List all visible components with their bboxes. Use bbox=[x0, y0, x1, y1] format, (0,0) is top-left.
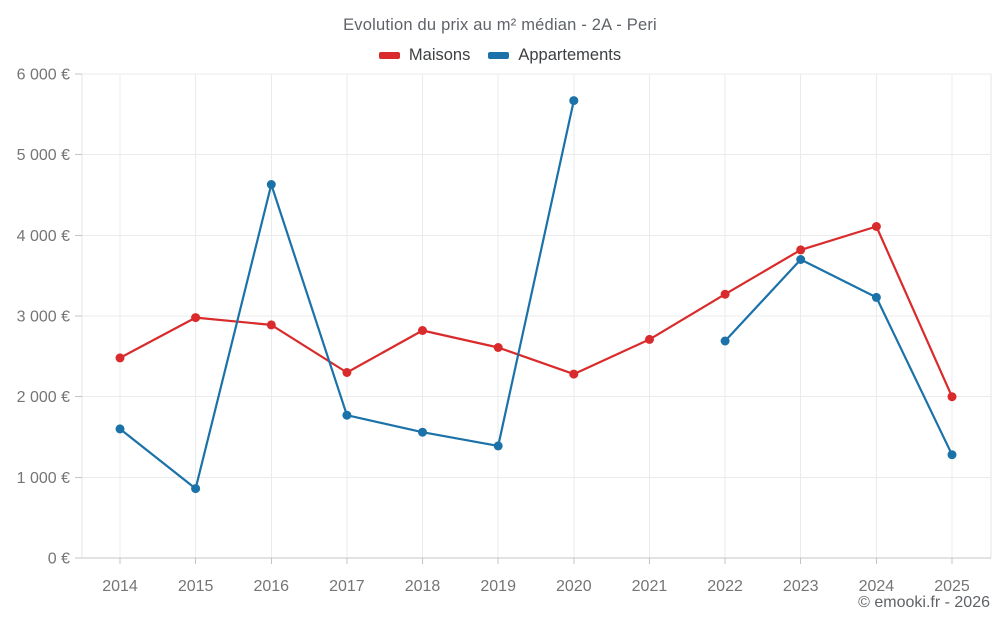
data-point-maisons-2022 bbox=[720, 289, 730, 299]
series-line-appartements bbox=[118, 99, 954, 490]
x-axis-labels: 2014 2015 2016 2017 2018 2019 2020 2021 2022 2023… bbox=[102, 578, 970, 595]
x-tick-label: 2018 bbox=[405, 578, 441, 595]
legend-label-maisons: Maisons bbox=[408, 46, 471, 64]
data-point-maisons-2017 bbox=[342, 368, 352, 377]
x-tick-label: 2021 bbox=[632, 578, 668, 595]
footer-credit: © emooki.fr - 2026 bbox=[858, 594, 990, 611]
y-tick-label: 3 000 € bbox=[17, 309, 70, 326]
data-point-appartements-2015 bbox=[191, 484, 201, 494]
y-tick-label: 0 € bbox=[48, 551, 70, 568]
series-line-maisons bbox=[118, 225, 954, 398]
data-point-maisons-2024 bbox=[871, 222, 881, 231]
x-tick-label: 2024 bbox=[859, 578, 895, 595]
y-tick-label: 5 000 € bbox=[17, 147, 70, 164]
x-tick-label: 2017 bbox=[329, 578, 365, 595]
y-tick-label: 6 000 € bbox=[17, 67, 70, 84]
legend-label-appartements: Appartements bbox=[518, 46, 622, 64]
legend-item-appartements: Appartements bbox=[488, 46, 621, 65]
data-point-appartements-2022 bbox=[720, 336, 730, 346]
legend: Maisons Appartements bbox=[0, 46, 1000, 65]
data-point-appartements-2024 bbox=[871, 292, 881, 302]
x-tick-label: 2022 bbox=[707, 578, 743, 595]
data-point-appartements-2016 bbox=[266, 180, 276, 189]
data-point-appartements-2014 bbox=[115, 424, 125, 434]
x-tick-label: 2014 bbox=[102, 578, 138, 595]
chart-title: Evolution du prix au m² médian - 2A - Pe… bbox=[343, 16, 657, 34]
data-point-appartements-2019 bbox=[493, 441, 503, 451]
x-tick-label: 2016 bbox=[253, 578, 289, 595]
legend-item-maisons: Maisons bbox=[378, 46, 471, 65]
data-point-maisons-2019 bbox=[493, 343, 503, 352]
x-tick-label: 2015 bbox=[178, 578, 214, 595]
gridlines bbox=[81, 73, 992, 558]
series-appartements bbox=[115, 96, 957, 494]
data-point-appartements-2017 bbox=[342, 410, 352, 420]
legend-swatch-appartements-icon bbox=[488, 52, 510, 59]
x-tick-label: 2025 bbox=[934, 578, 970, 595]
data-point-maisons-2021 bbox=[645, 334, 654, 344]
data-point-maisons-2016 bbox=[266, 320, 276, 330]
data-point-maisons-2015 bbox=[191, 313, 201, 323]
x-tick-label: 2023 bbox=[783, 578, 819, 595]
x-tick-label: 2020 bbox=[556, 578, 592, 595]
data-point-maisons-2023 bbox=[796, 245, 806, 255]
data-point-appartements-2020 bbox=[569, 96, 579, 106]
y-tick-label: 4 000 € bbox=[17, 228, 70, 245]
data-point-maisons-2020 bbox=[569, 369, 579, 379]
axes bbox=[75, 73, 991, 564]
data-point-maisons-2014 bbox=[115, 353, 125, 363]
data-point-maisons-2025 bbox=[947, 392, 957, 402]
data-point-appartements-2023 bbox=[796, 255, 806, 264]
x-tick-label: 2019 bbox=[480, 578, 516, 595]
data-point-maisons-2018 bbox=[418, 326, 427, 335]
data-point-appartements-2025 bbox=[947, 450, 957, 460]
series-maisons bbox=[115, 222, 957, 402]
y-tick-label: 2 000 € bbox=[17, 389, 70, 406]
y-tick-label: 1 000 € bbox=[17, 470, 70, 487]
data-point-appartements-2018 bbox=[418, 427, 427, 437]
legend-swatch-maisons-icon bbox=[378, 52, 400, 59]
y-axis-labels: 0 € 1 000 € 2 000 € 3 000 € 4 000 € 5 000 € 6 … bbox=[17, 67, 70, 568]
